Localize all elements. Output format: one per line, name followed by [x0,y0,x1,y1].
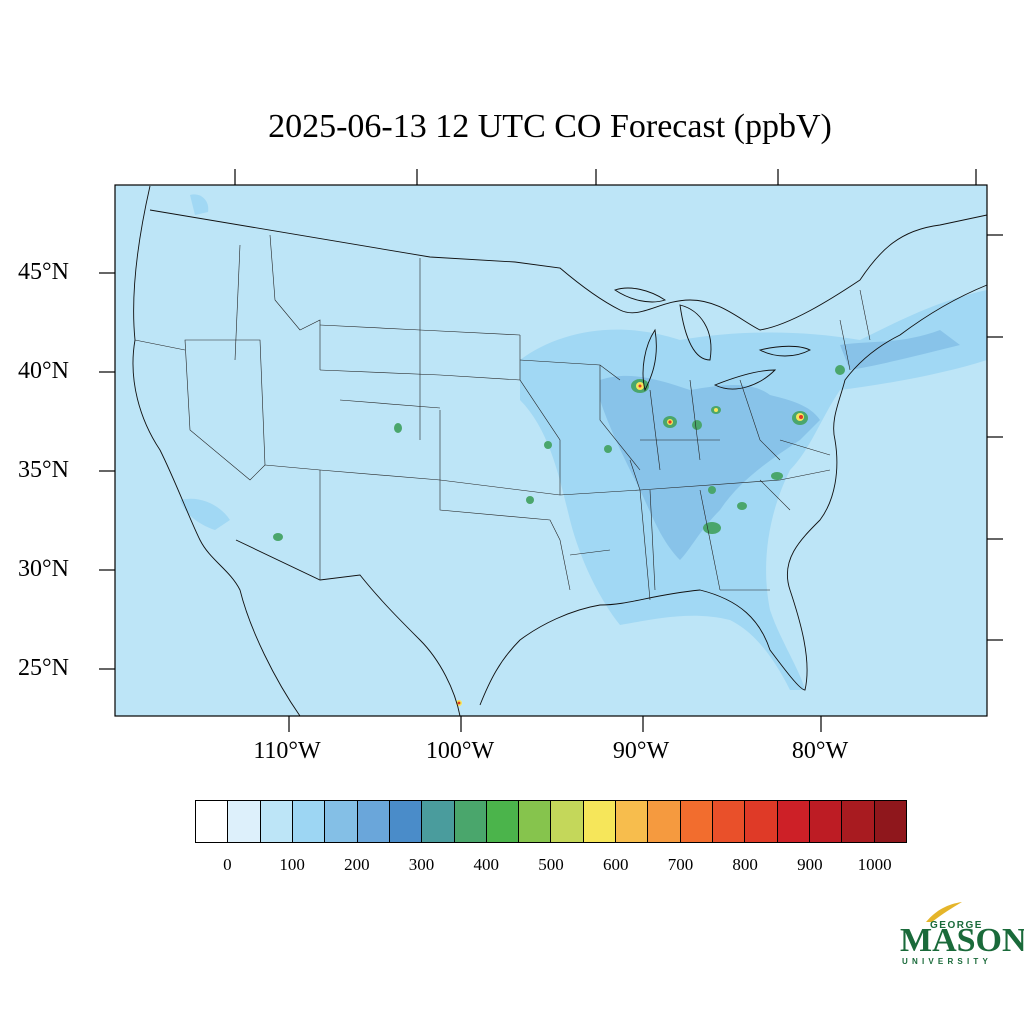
colorbar-cell [260,801,293,842]
lat-label-25: 25°N [18,655,69,681]
colorbar-cell [809,801,843,842]
gmu-logo: GEORGE MASON UNIVERSITY [896,900,1024,970]
colorbar-cell [648,801,681,842]
colorbar-cell [583,801,617,842]
colorbar-cell [777,801,810,842]
right-ticks [987,234,1003,641]
colorbar-tick-label: 700 [667,855,694,874]
lat-label-45: 45°N [18,259,69,285]
page-title: 2025-06-13 12 UTC CO Forecast (ppbV) [268,108,832,145]
colorbar-cell [680,801,713,842]
lon-label-80w: 80°W [791,738,849,764]
colorbar-cell [551,801,584,842]
colorbar-tick-label: 900 [797,855,823,874]
colorbar-tick-label: 200 [344,855,370,874]
colorbar-cell [325,801,358,842]
high-co-spots [273,365,845,541]
colorbar-cell [616,801,649,842]
hotspot-cores [457,384,803,705]
colorbar-cell [422,801,455,842]
colorbar-cell [874,801,906,842]
colorbar-tick-label: 600 [602,855,629,874]
lon-label-100w: 100°W [425,738,495,764]
colorbar-cell [292,801,326,842]
colorbar-cell [842,801,875,842]
colorbar-tick-label: 0 [223,855,232,874]
state-borders [134,234,871,601]
colorbar-cell [486,801,520,842]
lat-label-40: 40°N [18,358,69,384]
colorbar-cell [454,801,487,842]
colorbar [195,800,907,843]
colorbar-tick-label: 500 [538,855,564,874]
colorbar-cell [745,801,778,842]
colorbar-cell [519,801,552,842]
colorbar-tick-label: 300 [408,855,435,874]
logo-mason-text: MASON [900,922,1024,959]
lat-label-30: 30°N [18,556,69,582]
colorbar-tick-label: 100 [279,855,305,874]
lon-label-90w: 90°W [612,738,670,764]
colorbar-cell [713,801,746,842]
colorbar-cell [357,801,390,842]
logo-university-text: UNIVERSITY [902,957,993,966]
colorbar-cell [228,801,261,842]
colorbar-tick-label: 400 [473,855,500,874]
lat-label-35: 35°N [18,457,69,483]
colorbar-tick-label: 800 [732,855,758,874]
moderate-co-regions [600,330,960,560]
top-ticks [234,169,977,185]
coastlines-and-borders [132,185,988,717]
colorbar-tick-label: 1000 [857,855,892,874]
map-frame [114,184,988,717]
colorbar-cell [389,801,423,842]
bottom-ticks [288,716,822,732]
logo-george-text: GEORGE [930,920,983,931]
leaf-swoosh-icon [926,902,962,922]
colorbar-cell [196,801,229,842]
left-ticks [99,272,115,670]
lon-label-110w: 110°W [253,738,321,764]
